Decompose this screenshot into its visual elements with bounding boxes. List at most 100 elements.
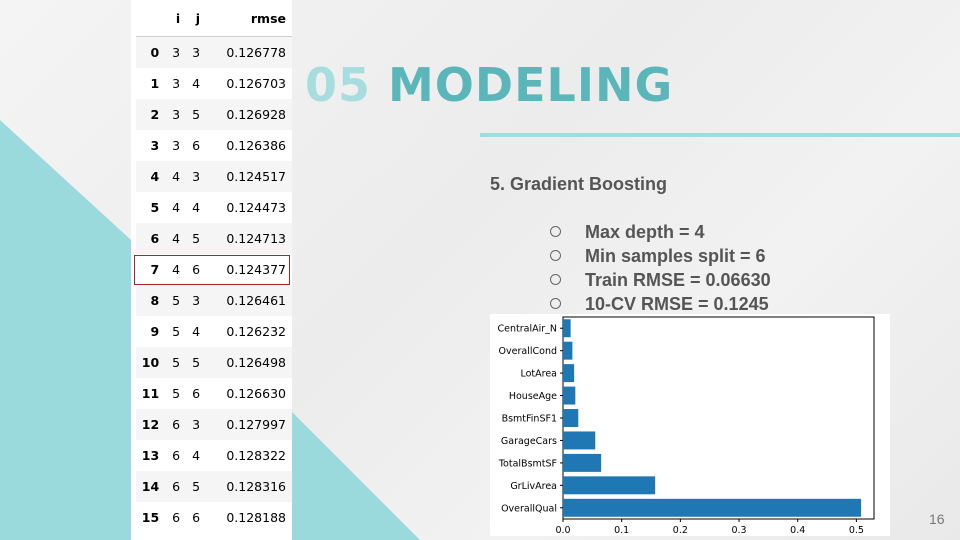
row-index: 4	[136, 161, 166, 192]
table-row: 9 5 4 0.126232	[136, 316, 292, 347]
cell-j: 5	[185, 471, 206, 502]
y-tick-label: HouseAge	[509, 391, 557, 402]
cell-j: 6	[192, 138, 201, 153]
title-number: 05	[305, 58, 372, 112]
cell-i: 6	[172, 510, 181, 525]
table-row: 12 6 3 0.127997	[136, 409, 292, 440]
row-index: 8	[136, 285, 166, 316]
table-header-row: i j rmse	[136, 0, 292, 37]
table-row: 14 6 5 0.128316	[136, 471, 292, 502]
cell-j: 3	[185, 285, 206, 316]
hollow-circle-bullet-icon	[550, 225, 561, 237]
x-tick-label: 0.1	[614, 525, 629, 536]
feature-importance-chart: OverallQual GrLivArea TotalBsmtSF GarageCar…	[490, 314, 890, 536]
cell-rmse: 0.126461	[205, 285, 292, 316]
cell-j: 5	[185, 99, 206, 130]
table-row: 6 4 5 0.124713	[136, 223, 292, 254]
cell-rmse: 0.128322	[226, 448, 286, 463]
list-item: Min samples split = 6	[550, 244, 771, 268]
header-j: j	[185, 0, 206, 37]
results-table-panel: i j rmse 0 3 3 0.126778 1 3 4 0.126703 2 3 5 0.1269…	[131, 0, 292, 540]
slide-title: 05 MODELING	[305, 58, 673, 112]
row-index: 1	[150, 76, 160, 91]
table-row: 8 5 3 0.126461	[136, 285, 292, 316]
cell-i: 5	[165, 285, 186, 316]
section-subtitle: 5. Gradient Boosting	[490, 174, 668, 194]
table-row: 2 3 5 0.126928	[136, 99, 292, 130]
feature-importance-svg: OverallQual GrLivArea TotalBsmtSF GarageCar…	[498, 316, 875, 536]
results-table: i j rmse 0 3 3 0.126778 1 3 4 0.126703 2 3 5 0.1269…	[136, 0, 292, 533]
cell-i: 4	[172, 262, 181, 277]
row-index: 11	[141, 386, 160, 401]
table-row: 10 5 5 0.126498	[136, 347, 292, 378]
bar-OverallQual	[563, 498, 862, 517]
table-row: 0 3 3 0.126778	[136, 36, 292, 68]
bullet-text: Train RMSE = 0.06630	[585, 270, 771, 290]
list-item: Train RMSE = 0.06630	[550, 268, 771, 292]
cell-rmse: 0.126498	[205, 347, 292, 378]
row-index: 14	[136, 471, 166, 502]
list-item: 10-CV RMSE = 0.1245	[550, 292, 771, 316]
bullet-text: 10-CV RMSE = 0.1245	[585, 294, 769, 314]
bar-LotArea	[563, 364, 575, 383]
cell-rmse: 0.124473	[226, 200, 286, 215]
table-row: 15 6 6 0.128188	[136, 502, 292, 533]
cell-i: 3	[165, 36, 186, 68]
row-index: 3	[150, 138, 160, 153]
bar-TotalBsmtSF	[563, 453, 602, 472]
cell-rmse: 0.128188	[226, 510, 286, 525]
row-index: 12	[136, 409, 166, 440]
cell-j: 4	[192, 324, 201, 339]
cell-rmse: 0.126703	[226, 76, 286, 91]
cell-i: 5	[172, 386, 181, 401]
row-index: 7	[150, 262, 160, 277]
cell-rmse: 0.128316	[205, 471, 292, 502]
title-word: MODELING	[388, 58, 674, 112]
cell-rmse: 0.124377	[226, 262, 286, 277]
cell-i: 5	[165, 347, 186, 378]
cell-j: 4	[192, 76, 201, 91]
table-row: 4 4 3 0.124517	[136, 161, 292, 192]
cell-j: 6	[192, 262, 201, 277]
cell-rmse: 0.124713	[205, 223, 292, 254]
row-index: 15	[141, 510, 160, 525]
bar-OverallCond	[563, 341, 573, 360]
row-index: 9	[150, 324, 160, 339]
cell-j: 3	[185, 36, 206, 68]
bullet-text: Min samples split = 6	[585, 246, 766, 266]
table-row: 3 3 6 0.126386	[136, 130, 292, 161]
cell-i: 4	[165, 161, 186, 192]
table-row: 1 3 4 0.126703	[136, 68, 292, 99]
cell-i: 4	[165, 223, 186, 254]
header-i: i	[165, 0, 186, 37]
cell-i: 5	[172, 324, 181, 339]
y-tick-label: GrLivArea	[510, 481, 557, 492]
bar-GarageCars	[563, 431, 596, 450]
row-index: 2	[136, 99, 166, 130]
hollow-circle-bullet-icon	[550, 273, 561, 285]
cell-j: 6	[192, 386, 201, 401]
cell-rmse: 0.124517	[205, 161, 292, 192]
cell-i: 4	[172, 200, 181, 215]
y-tick-label: TotalBsmtSF	[498, 458, 557, 469]
y-tick-label: OverallQual	[501, 503, 557, 514]
row-index: 0	[136, 36, 166, 68]
table-row: 5 4 4 0.124473	[136, 192, 292, 223]
row-index: 5	[150, 200, 160, 215]
cell-rmse: 0.126778	[205, 36, 292, 68]
bar-BsmtFinSF1	[563, 409, 579, 427]
cell-j: 5	[185, 347, 206, 378]
cell-j: 4	[192, 200, 201, 215]
cell-rmse: 0.126630	[226, 386, 286, 401]
row-index: 6	[136, 223, 166, 254]
x-tick-label: 0.0	[555, 525, 570, 536]
header-rmse: rmse	[205, 0, 292, 37]
x-tick-label: 0.5	[849, 525, 864, 536]
cell-i: 3	[172, 138, 181, 153]
bar-CentralAir_N	[563, 319, 571, 338]
hollow-circle-bullet-icon	[550, 249, 561, 261]
bar-HouseAge	[563, 386, 576, 405]
cell-i: 6	[165, 471, 186, 502]
y-tick-label: LotArea	[520, 369, 557, 380]
y-tick-label: BsmtFinSF1	[502, 414, 557, 425]
